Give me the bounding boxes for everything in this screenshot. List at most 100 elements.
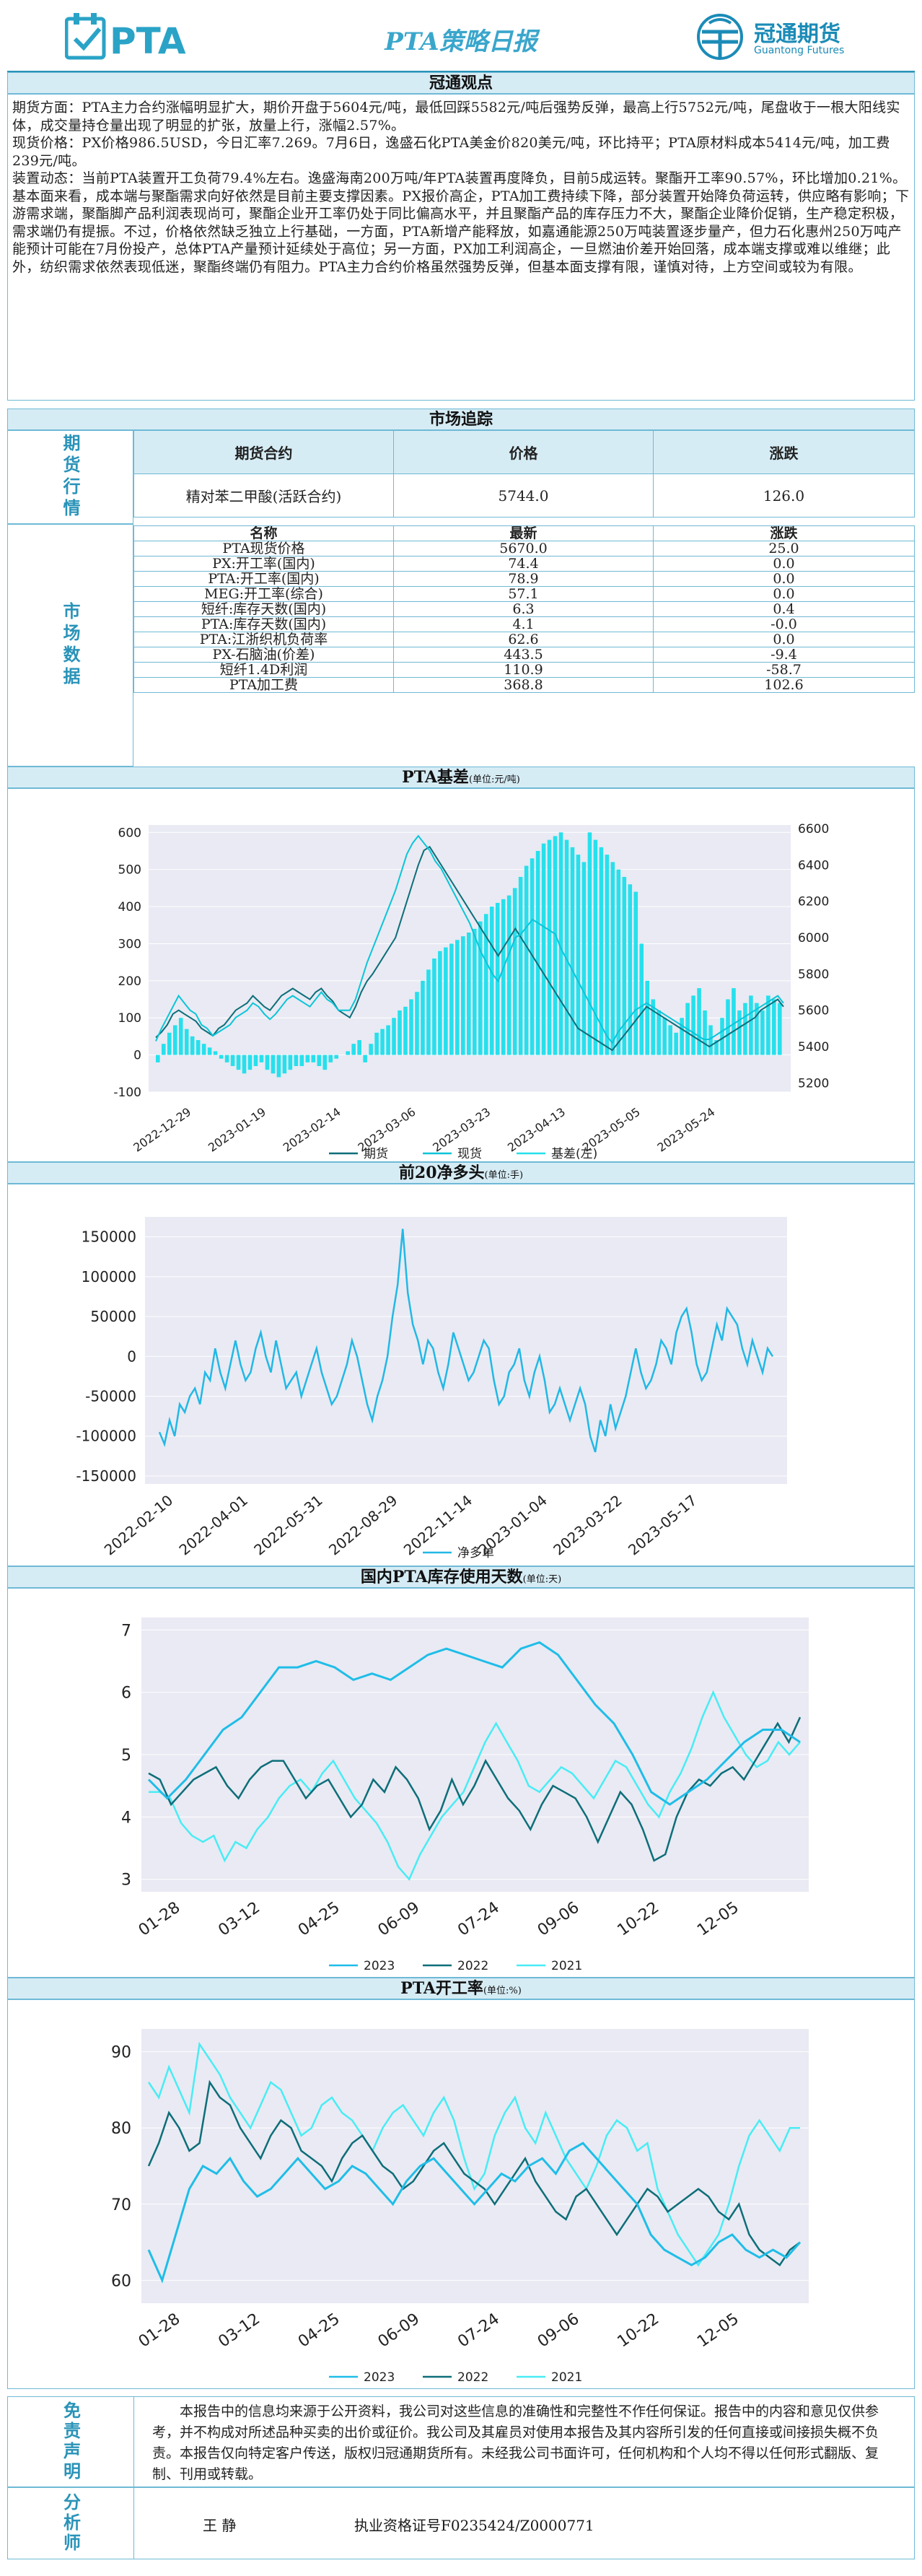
basis-bar: [553, 836, 558, 1055]
table-row: PTA现货价格 5670.0 25.0: [133, 541, 915, 556]
futures-label: 期货行情: [7, 430, 133, 524]
y-tick-label: 60: [111, 2272, 131, 2290]
y-tick-label: -100: [113, 1086, 141, 1100]
x-tick-label: 04-25: [295, 2310, 343, 2351]
legend-label: 2021: [551, 1959, 582, 1973]
table-row: PTA:开工率(国内) 78.9 0.0: [133, 571, 915, 587]
brand-name-cn: 冠通期货: [754, 22, 840, 47]
net-section-header: 前20净多头(单位:手): [7, 1162, 915, 1184]
basis-bar: [633, 891, 638, 1055]
basis-bar: [501, 899, 506, 1055]
table-row: PTA:江浙织机负荷率 62.6 0.0: [133, 632, 915, 647]
futures-cell: 5744.0: [393, 473, 654, 518]
series-line-2022: [148, 1716, 802, 1862]
basis-bar: [691, 995, 695, 1055]
view-paragraph-futures: 期货方面：PTA主力合约涨幅明显扩大，期价开盘于5604元/吨，最低回踩5582…: [12, 100, 900, 134]
basis-bar: [224, 1055, 229, 1062]
x-tick-label: 09-06: [535, 2310, 583, 2351]
market-data-cell: MEG:开工率(综合): [133, 586, 394, 602]
futures-cell: 精对苯二甲酸(活跃合约): [133, 473, 394, 518]
basis-bar: [230, 1055, 235, 1067]
x-tick-label: 06-09: [375, 1898, 423, 1939]
basis-bar: [778, 1003, 782, 1055]
basis-bar: [415, 992, 419, 1055]
market-data-cell: 78.9: [393, 571, 654, 587]
basis-bar: [581, 862, 587, 1055]
table-row: 短纤1.4D利润 110.9 -58.7: [133, 662, 915, 678]
legend-label: 2022: [457, 2370, 488, 2385]
rate-section-header: PTA开工率(单位:%): [7, 1978, 915, 1999]
analyst-box: 分析师 王 静 执业资格证号F0235424/Z0000771: [7, 2487, 915, 2559]
brand-logo: 冠通期货 Guantong Futures: [696, 13, 891, 61]
basis-bar: [184, 1029, 189, 1055]
y-tick-label: 6: [121, 1685, 131, 1703]
y2-tick-label: 5400: [798, 1040, 829, 1055]
market-data-cell: -0.0: [653, 616, 915, 632]
y-tick-label: -150000: [76, 1467, 136, 1485]
x-tick-label: 06-09: [375, 2310, 423, 2351]
market-col-change: 涨跌: [653, 525, 915, 541]
x-tick-label: 01-28: [136, 2310, 184, 2351]
market-data-cell: 0.0: [653, 586, 915, 602]
disclaimer-label: 免责声明: [8, 2397, 134, 2487]
basis-bar: [294, 1055, 299, 1067]
x-tick-label: 2023-01-19: [206, 1105, 268, 1155]
pta-logo: PTA: [64, 12, 216, 62]
basis-bar: [167, 1032, 172, 1055]
pta-logo-icon: PTA: [64, 13, 186, 62]
net-long-line: [158, 1228, 774, 1453]
market-data-cell: 0.0: [653, 632, 915, 647]
market-section-header: 市场追踪: [7, 409, 915, 430]
basis-bar: [489, 907, 494, 1055]
market-data-cell: 62.6: [393, 632, 654, 647]
market-data-cell: 443.5: [393, 647, 654, 663]
basis-bar: [265, 1055, 270, 1070]
rate-chart-title: PTA开工率: [400, 1979, 483, 1998]
basis-bar: [467, 933, 471, 1055]
basis-bar: [587, 832, 592, 1055]
basis-bar: [541, 843, 546, 1055]
basis-bar: [506, 895, 512, 1055]
basis-bar: [213, 1051, 218, 1055]
basis-bar: [196, 1040, 201, 1055]
disclaimer-box: 免责声明 本报告中的信息均来源于公开资料，我公司对这些信息的准确性和完整性不作任…: [7, 2396, 915, 2487]
basis-bar: [461, 936, 465, 1055]
table-row: PX-石脑油(价差) 443.5 -9.4: [133, 647, 915, 663]
basis-bar: [697, 988, 701, 1055]
x-tick-label: 2023-03-22: [550, 1491, 625, 1558]
futures-line: [155, 845, 784, 1052]
view-section-header: 冠通观点: [7, 72, 915, 94]
x-tick-label: 2023-05-17: [625, 1491, 700, 1558]
basis-bar: [680, 1018, 684, 1055]
basis-bar: [478, 921, 483, 1055]
basis-chart-title: PTA基差: [402, 768, 469, 787]
x-tick-label: 01-28: [136, 1898, 184, 1939]
market-data-cell: PTA现货价格: [133, 541, 394, 556]
basis-chart: -100 0 100 200 300 400 500 600 5200 5400 5600 5800 6…: [113, 822, 829, 1161]
basis-bar: [743, 1003, 747, 1055]
basis-bar: [651, 999, 656, 1055]
market-col-latest: 最新: [393, 525, 654, 541]
y-tick-label: 5: [121, 1747, 131, 1765]
legend-label: 期货: [364, 1147, 388, 1161]
market-data-cell: -58.7: [653, 662, 915, 678]
market-data-header-row: 名称 最新 涨跌: [133, 525, 915, 541]
basis-bar: [772, 999, 776, 1055]
days-chart-title: 国内PTA库存使用天数: [360, 1568, 523, 1586]
legend-label: 现货: [457, 1147, 482, 1161]
y-tick-label: -50000: [85, 1388, 136, 1405]
market-data-cell: PTA加工费: [133, 677, 394, 693]
net-chart-title: 前20净多头: [398, 1163, 485, 1182]
basis-bar: [449, 943, 454, 1055]
basis-bar: [570, 847, 575, 1055]
x-tick-label: 09-06: [535, 1898, 583, 1939]
basis-unit: (单位:元/吨): [468, 774, 520, 785]
y-tick-label: 200: [118, 974, 141, 989]
rate-chart: 60 70 80 90 01-28 03-12 04-25 06-09 07-24 09-06 10…: [111, 2029, 809, 2385]
y2-tick-label: 6400: [798, 858, 829, 873]
basis-bar: [599, 847, 604, 1055]
series-line-2021: [149, 1690, 801, 1882]
x-tick-label: 07-24: [455, 2310, 503, 2351]
rate-unit: (单位:%): [483, 1986, 522, 1996]
days-chart-box: 3 4 5 6 7 01-28 03-12 04-25 06-09 07-24 09-06 10-22…: [7, 1588, 915, 1978]
